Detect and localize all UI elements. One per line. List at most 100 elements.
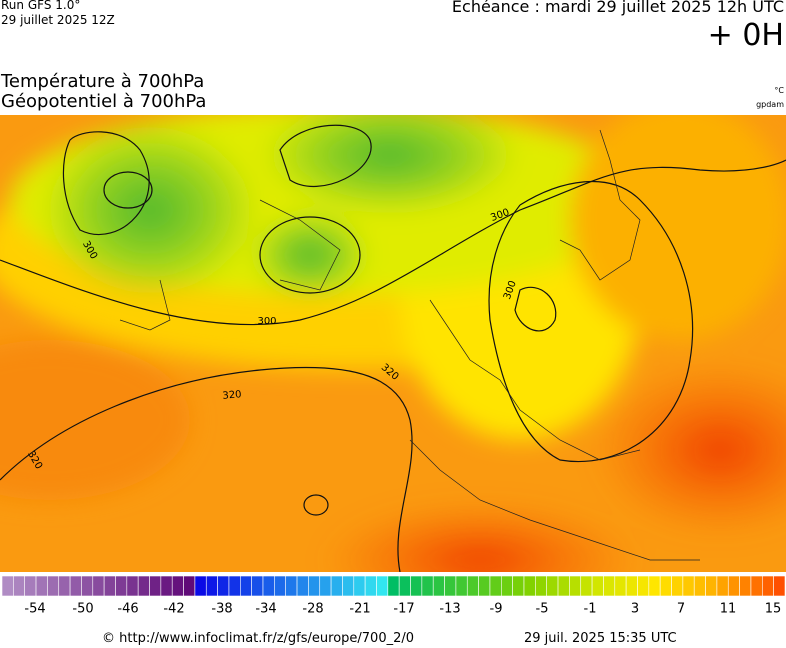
color-swatch — [205, 575, 218, 597]
color-swatch — [535, 575, 547, 597]
color-swatch — [432, 575, 445, 597]
color-swatch — [274, 575, 286, 597]
color-swatch — [671, 575, 684, 597]
color-swatch — [557, 575, 570, 597]
subtitle: Géopotentiel à 700hPa — [1, 91, 207, 112]
colorbar-label: -17 — [393, 602, 414, 617]
color-swatch — [240, 575, 252, 597]
color-swatch — [58, 575, 71, 597]
color-swatch — [739, 575, 752, 597]
unit: °C — [774, 86, 784, 95]
colorbar-label: -38 — [211, 602, 232, 617]
colorbar-label: -42 — [163, 602, 184, 617]
color-swatch — [637, 575, 650, 597]
colorbar-label: -9 — [490, 602, 503, 617]
colorbar-label: -1 — [584, 602, 597, 617]
color-swatch — [137, 575, 150, 597]
colorbar-label: -46 — [117, 602, 138, 617]
color-swatch — [342, 575, 355, 597]
color-swatch — [387, 575, 400, 597]
color-swatch — [126, 575, 139, 597]
color-swatch — [103, 575, 116, 597]
color-swatch — [501, 575, 513, 597]
color-swatch — [614, 575, 627, 597]
color-swatch — [217, 575, 230, 597]
generated-time: 29 juil. 2025 15:35 UTC — [524, 631, 677, 646]
color-swatch — [376, 575, 389, 597]
colorbar-label: 15 — [765, 602, 782, 617]
color-swatch — [421, 575, 434, 597]
colorbar-label: -50 — [72, 602, 93, 617]
color-swatch — [228, 575, 241, 597]
lead-time: + 0H — [707, 18, 784, 53]
color-swatch — [47, 575, 60, 597]
color-swatch — [319, 575, 332, 597]
color-swatch — [160, 575, 173, 597]
color-swatch — [659, 575, 672, 597]
color-swatch — [727, 575, 740, 597]
color-swatch — [455, 575, 468, 597]
color-swatch — [251, 575, 264, 597]
run-date: 29 juillet 2025 12Z — [1, 13, 115, 27]
color-swatch — [149, 575, 162, 597]
colorbar-label: 11 — [720, 602, 737, 617]
color-swatch — [773, 575, 786, 597]
color-swatch — [92, 575, 105, 597]
color-swatch — [648, 575, 661, 597]
colorbar-label: 7 — [677, 602, 685, 617]
color-swatch — [705, 575, 718, 597]
valid-time: Echéance : mardi 29 juillet 2025 12h UTC — [451, 0, 784, 16]
color-swatch — [716, 575, 729, 597]
colorbar-label: -54 — [24, 602, 45, 617]
color-swatch — [410, 575, 423, 597]
color-swatch — [489, 575, 502, 597]
color-swatch — [603, 575, 616, 597]
colorbar-label: -5 — [536, 602, 549, 617]
color-swatch — [580, 575, 593, 597]
color-swatch — [353, 575, 366, 597]
color-swatch — [183, 575, 196, 597]
colorbar-label: -13 — [439, 602, 460, 617]
color-swatch — [466, 575, 479, 597]
color-swatch — [762, 575, 774, 597]
color-swatch — [115, 575, 128, 597]
color-swatch — [478, 575, 491, 597]
color-swatch — [546, 575, 559, 597]
color-swatch — [308, 575, 321, 597]
colorbar-label: 3 — [631, 602, 639, 617]
color-swatch — [625, 575, 638, 597]
contour-label: 320 — [222, 389, 242, 402]
colorbar-label: -28 — [302, 602, 323, 617]
run: Run GFS 1.0° — [1, 0, 81, 12]
color-swatch — [194, 575, 207, 597]
color-swatch — [591, 575, 604, 597]
color-swatch — [750, 575, 763, 597]
color-swatch — [512, 575, 525, 597]
color-swatch — [13, 575, 25, 597]
color-swatch — [296, 575, 309, 597]
color-swatch — [24, 575, 37, 597]
color-swatch — [69, 575, 82, 597]
color-swatch — [569, 575, 582, 597]
color-swatch — [398, 575, 411, 597]
color-swatch — [682, 575, 695, 597]
color-swatch — [364, 575, 377, 597]
color-swatch — [81, 575, 94, 597]
color-swatch — [1, 575, 14, 597]
contour-label: 300 — [257, 316, 276, 327]
color-swatch — [523, 575, 536, 597]
color-swatch — [171, 575, 184, 597]
unit: gpdam — [756, 100, 784, 109]
colorbar-label: -34 — [255, 602, 276, 617]
color-swatch — [285, 575, 298, 597]
color-swatch — [262, 575, 275, 597]
color-swatch — [330, 575, 343, 597]
title: Température à 700hPa — [1, 71, 205, 92]
color-swatch — [35, 575, 48, 597]
colorbar-label: -21 — [349, 602, 370, 617]
color-swatch — [444, 575, 457, 597]
source-url: © http://www.infoclimat.fr/z/gfs/europe/… — [102, 631, 415, 646]
color-swatch — [693, 575, 706, 597]
